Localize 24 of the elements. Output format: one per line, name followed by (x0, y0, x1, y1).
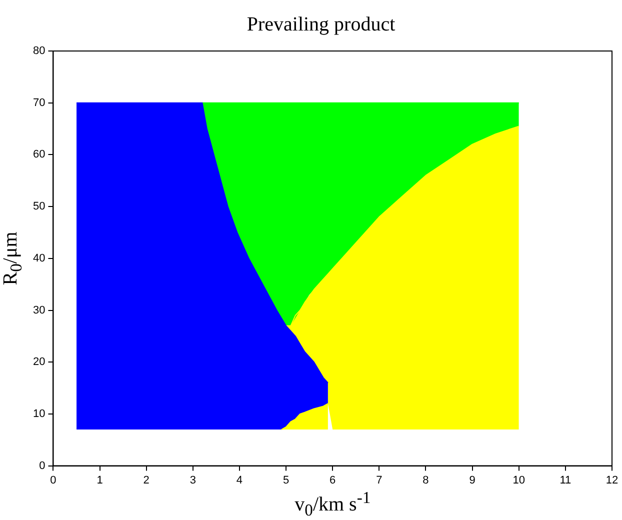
x-tick-label: 8 (422, 474, 429, 486)
y-tick-label: 80 (32, 45, 46, 58)
x-tick-label: 5 (282, 474, 290, 486)
x-tick-label: 2 (143, 474, 150, 486)
y-tick-label: 10 (32, 408, 46, 420)
y-tick-label: 30 (32, 304, 46, 316)
x-tick-label: 6 (330, 474, 336, 486)
y-tick-label: 40 (32, 252, 46, 264)
chart-title: Prevailing product (246, 13, 396, 36)
y-tick-label: 20 (32, 356, 46, 368)
x-tick-label: 9 (469, 474, 476, 486)
x-tick-label: 11 (560, 474, 572, 486)
x-tick-label: 10 (512, 474, 525, 486)
x-tick-label: 1 (96, 474, 103, 486)
y-tick-label: 0 (39, 460, 46, 472)
x-tick-label: 3 (190, 474, 196, 486)
x-tick-label: 4 (236, 474, 243, 486)
x-axis-title: v$_{0}$/km s$^{-1}$ (294, 488, 371, 520)
y-tick-label: 60 (32, 148, 46, 161)
y-tick-label: 50 (32, 200, 46, 213)
x-tick-label: 0 (50, 474, 56, 486)
y-tick-label: 70 (32, 96, 46, 109)
x-tick-label: 12 (606, 474, 618, 486)
x-tick-label: 7 (376, 474, 382, 486)
